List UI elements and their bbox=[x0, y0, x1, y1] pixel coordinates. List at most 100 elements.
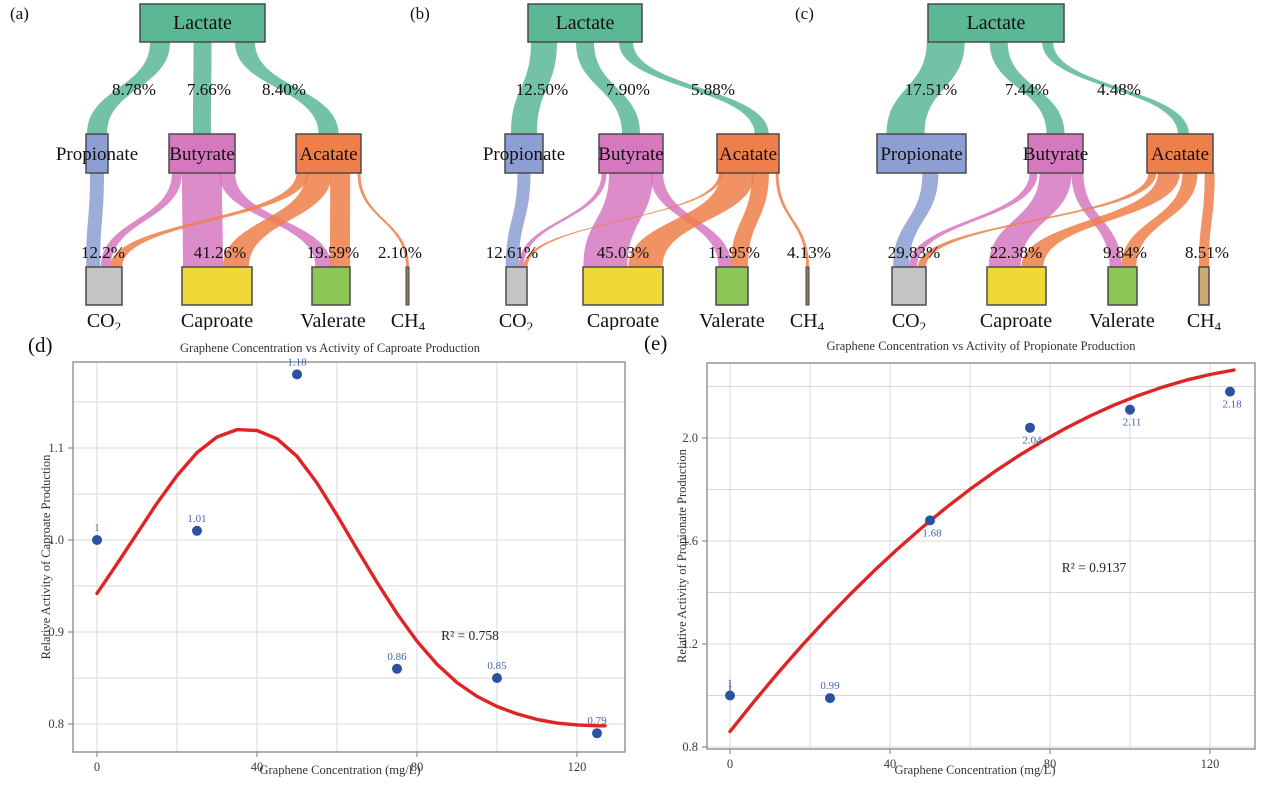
x-tick-label: 120 bbox=[568, 760, 587, 774]
flow-lactate-to-butyrate bbox=[193, 42, 212, 134]
flow-percentage-label: 8.78% bbox=[112, 80, 156, 99]
sankey-node-lactate bbox=[527, 3, 643, 43]
flow-acatate-to-ch4 bbox=[775, 173, 809, 267]
x-tick-label: 0 bbox=[94, 760, 100, 774]
scatter-point bbox=[192, 525, 202, 536]
x-tick-label: 120 bbox=[1201, 757, 1220, 771]
sankey-node-caproate bbox=[582, 266, 664, 306]
flow-percentage-label: 5.88% bbox=[691, 80, 735, 99]
sankey-node-label-lactate: Lactate bbox=[556, 12, 615, 34]
flow-acatate-to-ch4 bbox=[357, 173, 409, 267]
flow-percentage-label: 41.26% bbox=[194, 243, 246, 262]
y-tick-label: 1.6 bbox=[682, 534, 698, 548]
sankey-node-label: Acatate bbox=[719, 144, 777, 165]
flow-acatate-to-co2 bbox=[917, 173, 1157, 267]
sankey-node-label: Butyrate bbox=[598, 144, 663, 165]
flow-percentage-label: 9.84% bbox=[1103, 243, 1147, 262]
panel-letter-c: (c) bbox=[795, 4, 814, 23]
sankey-node-propionate bbox=[876, 133, 967, 174]
x-axis-label: Graphene Concentration (mg/L) bbox=[894, 763, 1055, 777]
plot-title: Graphene Concentration vs Activity of Pr… bbox=[827, 339, 1137, 353]
sankey-node-valerate bbox=[715, 266, 749, 306]
flow-percentage-label: 11.95% bbox=[708, 243, 760, 262]
flow-acatate-to-valerate bbox=[330, 173, 351, 267]
r-squared-annotation: R² = 0.9137 bbox=[1062, 560, 1127, 575]
sankey-node-co2 bbox=[505, 266, 528, 306]
sankey-node-caproate bbox=[181, 266, 253, 306]
flow-butyrate-to-co2 bbox=[518, 173, 607, 267]
x-axis-label: Graphene Concentration (mg/L) bbox=[259, 763, 420, 777]
flow-lactate-to-propionate bbox=[511, 42, 557, 134]
y-tick-label: 0.8 bbox=[48, 717, 64, 731]
flow-acatate-to-co2 bbox=[523, 173, 723, 267]
scatter-panel-d: 0 40 80 120 0.8 0.9 1.0 1.1 Graphene Concentrati… bbox=[39, 341, 626, 777]
point-value-label: 1.18 bbox=[287, 356, 307, 368]
point-value-label: 1.01 bbox=[187, 513, 206, 525]
sankey-panel-b: Lactate Propionate 12.50% Butyrate 7.90% Acat… bbox=[483, 3, 831, 330]
sankey-node-butyrate bbox=[168, 133, 236, 174]
sankey-node-label: Propionate bbox=[56, 144, 138, 165]
flow-butyrate-to-caproate bbox=[988, 173, 1072, 267]
fit-curve bbox=[95, 427, 607, 728]
sankey-node-valerate bbox=[311, 266, 351, 306]
sankey-node-label-lactate: Lactate bbox=[967, 12, 1026, 34]
flow-percentage-label: 4.48% bbox=[1097, 80, 1141, 99]
y-tick-label: 1.0 bbox=[48, 533, 64, 547]
flow-percentage-label: 8.51% bbox=[1185, 243, 1229, 262]
panel-letter-a: (a) bbox=[10, 4, 29, 23]
sankey-panel-c: Lactate Propionate 17.51% Butyrate 7.44% Acat… bbox=[876, 3, 1229, 330]
x-tick-label: 80 bbox=[1044, 757, 1057, 771]
flow-lactate-to-propionate bbox=[886, 42, 965, 134]
x-tick-label: 80 bbox=[411, 760, 424, 774]
flow-percentage-label: 12.61% bbox=[486, 243, 538, 262]
scatter-point bbox=[292, 369, 302, 380]
x-tick-label: 40 bbox=[884, 757, 897, 771]
flow-lactate-to-acatate bbox=[1042, 42, 1189, 134]
sankey-node-label: Acatate bbox=[299, 144, 357, 165]
flow-acatate-to-caproate bbox=[222, 173, 332, 267]
sankey-node-acatate bbox=[1146, 133, 1214, 174]
flow-propionate-to-co2 bbox=[893, 173, 939, 267]
plot-frame bbox=[72, 361, 626, 753]
sankey-node-label: Propionate bbox=[483, 144, 565, 165]
sankey-node-label: Valerate bbox=[1089, 310, 1155, 330]
flow-percentage-label: 7.90% bbox=[606, 80, 650, 99]
sankey-node-label: Acatate bbox=[1151, 144, 1209, 165]
scatter-point bbox=[92, 535, 102, 545]
scatter-point bbox=[1225, 386, 1235, 397]
flow-percentage-label: 12.50% bbox=[516, 80, 568, 99]
point-value-label: 2.18 bbox=[1222, 399, 1242, 411]
flow-propionate-to-co2 bbox=[86, 173, 104, 267]
flow-acatate-to-caproate bbox=[628, 173, 755, 267]
flow-percentage-label: 7.66% bbox=[187, 80, 231, 99]
sankey-node-label: Valerate bbox=[300, 310, 366, 330]
flow-percentage-label: 7.44% bbox=[1005, 80, 1049, 99]
point-value-label: 0.85 bbox=[487, 660, 507, 672]
scatter-point bbox=[725, 690, 735, 701]
flow-lactate-to-butyrate bbox=[989, 42, 1065, 134]
flow-acatate-to-valerate bbox=[1121, 173, 1198, 267]
sankey-node-lactate bbox=[139, 3, 266, 43]
flow-butyrate-to-co2 bbox=[100, 173, 182, 267]
flow-butyrate-to-caproate bbox=[583, 173, 653, 267]
y-axis-label: Relative Activity of Propionate Producti… bbox=[675, 448, 689, 663]
sankey-node-label-lactate: Lactate bbox=[173, 12, 232, 34]
flow-lactate-to-acatate bbox=[235, 42, 339, 134]
y-tick-label: 1.2 bbox=[682, 637, 698, 651]
flow-percentage-label: 19.59% bbox=[307, 243, 359, 262]
flow-lactate-to-acatate bbox=[619, 42, 769, 134]
sankey-node-valerate bbox=[1107, 266, 1138, 306]
point-value-label: 0.79 bbox=[587, 715, 607, 727]
sankey-node-label: CH4 bbox=[1187, 310, 1222, 330]
sankey-node-label: Caproate bbox=[181, 310, 253, 330]
flow-percentage-label: 4.13% bbox=[787, 243, 831, 262]
sankey-node-label: CH4 bbox=[391, 310, 426, 330]
x-tick-label: 40 bbox=[251, 760, 264, 774]
flow-percentage-label: 22.38% bbox=[990, 243, 1042, 262]
scatter-point bbox=[825, 693, 835, 704]
sankey-node-label: Propionate bbox=[880, 144, 962, 165]
fit-curve bbox=[728, 368, 1236, 734]
point-value-label: 1 bbox=[727, 678, 733, 690]
flow-acatate-to-ch4 bbox=[1199, 173, 1215, 267]
flow-acatate-to-caproate bbox=[1021, 173, 1180, 267]
